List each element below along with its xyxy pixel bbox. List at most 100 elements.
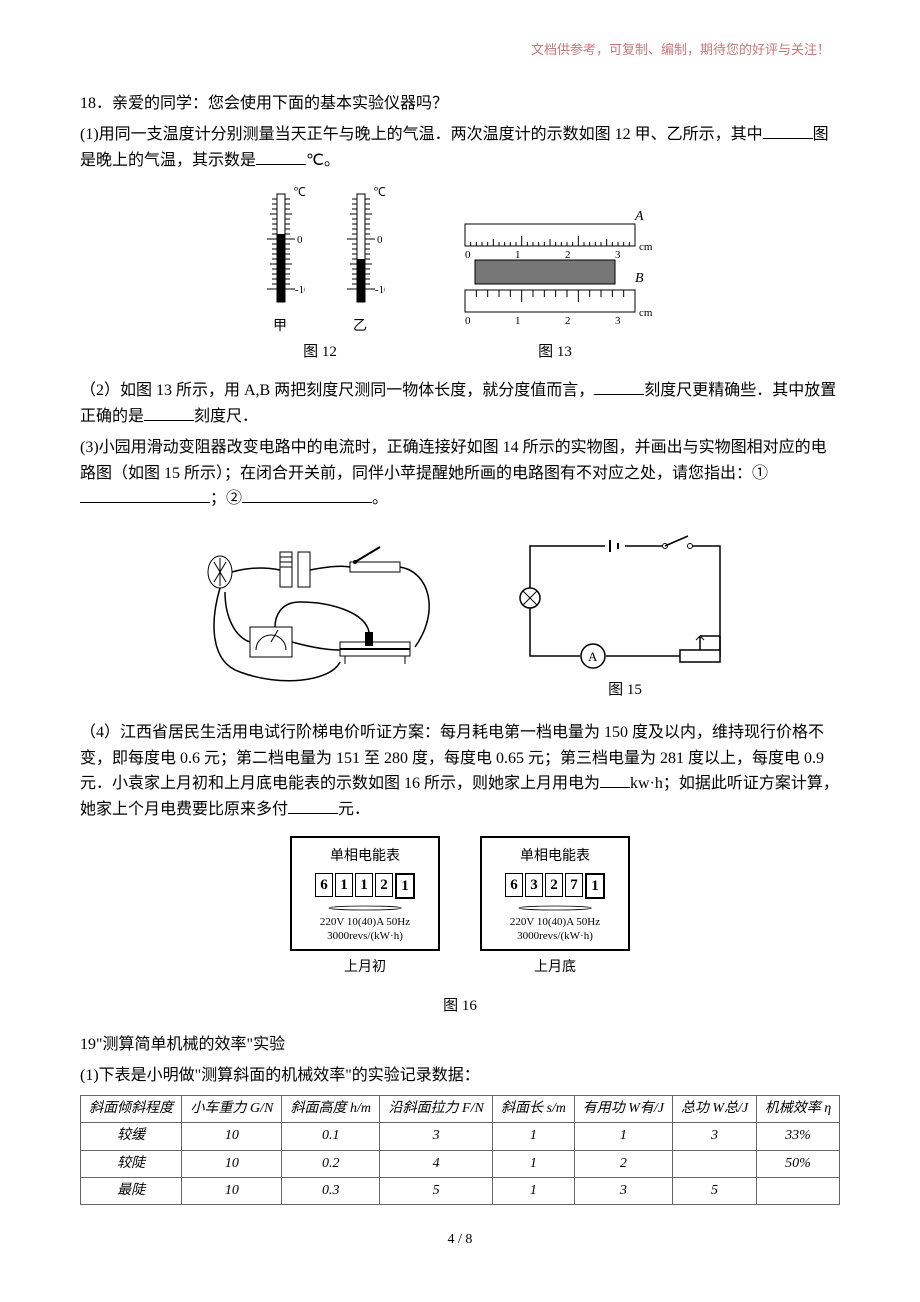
meter-digit: 3 [525,873,543,897]
table-cell: 5 [673,1178,757,1205]
tick-0: 0 [377,234,383,246]
table-header: 斜面高度 h/m [282,1095,380,1122]
blank [594,378,644,395]
table-cell: 3 [673,1123,757,1150]
table-cell: 50% [756,1150,839,1177]
q18-p1-a: (1)用同一支温度计分别测量当天正午与晚上的气温．两次温度计的示数如图 12 甲… [80,126,763,143]
svg-text:A: A [588,649,598,664]
q18-title: 18．亲爱的同学：您会使用下面的基本实验仪器吗？ [80,91,840,117]
header-note: 文档供参考，可复制、编制，期待您的好评与关注！ [80,40,840,61]
meter-digit: 2 [545,873,563,897]
figure-row-12-13: ℃ 0 -10 甲 [80,184,840,364]
meter-digit: 6 [505,873,523,897]
fig13-svg: A 0 1 2 3 cm B 0 1 2 3 cm [445,208,665,338]
tick-0: 0 [297,234,303,246]
blank [144,404,194,421]
meter-spec2: 3000revs/(kW·h) [327,929,403,943]
table-header: 有用功 W有/J [574,1095,672,1122]
q19-table: 斜面倾斜程度小车重力 G/N斜面高度 h/m沿斜面拉力 F/N斜面长 s/m有用… [80,1095,840,1206]
fig15-group: A 图 15 [510,526,740,702]
meter-title: 单相电能表 [330,846,400,868]
meter-spec2: 3000revs/(kW·h) [517,929,593,943]
table-cell [756,1178,839,1205]
table-cell: 较缓 [81,1123,182,1150]
meter-spec1: 220V 10(40)A 50Hz [320,915,410,929]
unit: cm [639,241,653,253]
table-cell: 2 [574,1150,672,1177]
jia-label: 甲 [273,316,287,338]
blank [288,797,338,814]
q18-p4: （4）江西省居民生活用电试行阶梯电价听证方案：每月耗电第一档电量为 150 度及… [80,720,840,822]
blank [763,122,813,139]
tick: 0 [465,249,471,261]
tick: 3 [615,315,621,327]
fig16-row: 单相电能表 61121 220V 10(40)A 50Hz 3000revs/(… [80,836,840,979]
q18-p4-c: 元． [338,801,370,818]
meter-digit: 1 [395,873,415,899]
table-cell: 0.3 [282,1178,380,1205]
meter-digit: 7 [565,873,583,897]
table-header: 总功 W总/J [673,1095,757,1122]
q18-p2-a: （2）如图 13 所示，用 A,B 两把刻度尺测同一物体长度，就分度值而言， [80,382,594,399]
tick: 2 [565,315,571,327]
blank [600,771,630,788]
q19-title: 19"测算简单机械的效率"实验 [80,1032,840,1058]
tick-m10: -10 [295,284,305,296]
meter-right-caption: 上月底 [534,957,576,979]
tick-m10: -10 [375,284,385,296]
fig14-physical-circuit [180,532,460,702]
fig15-schematic: A [510,526,740,676]
table-cell: 10 [182,1123,282,1150]
table-header: 沿斜面拉力 F/N [380,1095,493,1122]
unit-label: ℃ [373,185,385,199]
q18-p3-c: 。 [372,490,388,507]
meter-digit: 1 [355,873,373,897]
table-cell: 4 [380,1150,493,1177]
meter-digit: 6 [315,873,333,897]
thermo-yi-svg: ℃ 0 -10 [335,184,385,314]
blank [242,486,372,503]
meter-digit: 1 [585,873,605,899]
thermo-jia-svg: ℃ 0 -10 [255,184,305,314]
q18-p1: (1)用同一支温度计分别测量当天正午与晚上的气温．两次温度计的示数如图 12 甲… [80,122,840,173]
yi-label: 乙 [353,316,367,338]
q19-p1: (1)下表是小明做"测算斜面的机械效率"的实验记录数据： [80,1063,840,1089]
table-cell: 33% [756,1123,839,1150]
table-cell: 5 [380,1178,493,1205]
blank [256,148,306,165]
meter-title: 单相电能表 [520,846,590,868]
table-cell [673,1150,757,1177]
table-cell: 10 [182,1178,282,1205]
thermo-jia: ℃ 0 -10 甲 [255,184,305,338]
q18-p1-c: ℃。 [306,152,340,169]
table-cell: 3 [574,1178,672,1205]
meter-left: 单相电能表 61121 220V 10(40)A 50Hz 3000revs/(… [290,836,440,979]
table-cell: 1 [574,1123,672,1150]
ruler-a-label: A [634,209,644,224]
tick: 0 [465,315,471,327]
meter-digit: 2 [375,873,393,897]
meter-digit: 1 [335,873,353,897]
meter-left-caption: 上月初 [344,957,386,979]
table-row: 较缓100.1311333% [81,1123,840,1150]
table-header: 机械效率 η [756,1095,839,1122]
meter-spec1: 220V 10(40)A 50Hz [510,915,600,929]
table-cell: 较陡 [81,1150,182,1177]
table-header: 斜面长 s/m [493,1095,574,1122]
page-footer: 4 / 8 [80,1229,840,1251]
meter-right: 单相电能表 63271 220V 10(40)A 50Hz 3000revs/(… [480,836,630,979]
unit-label: ℃ [293,185,305,199]
table-cell: 10 [182,1150,282,1177]
table-cell: 1 [493,1150,574,1177]
table-row: 最陡100.35135 [81,1178,840,1205]
q18-p3-b: ；② [210,490,242,507]
q18-p2: （2）如图 13 所示，用 A,B 两把刻度尺测同一物体长度，就分度值而言，刻度… [80,378,840,429]
table-header: 小车重力 G/N [182,1095,282,1122]
fig13-group: A 0 1 2 3 cm B 0 1 2 3 cm 图 13 [445,208,665,364]
fig15-label: 图 15 [608,678,642,702]
table-cell: 1 [493,1178,574,1205]
table-header: 斜面倾斜程度 [81,1095,182,1122]
unit: cm [639,307,653,319]
table-cell: 3 [380,1123,493,1150]
tick: 1 [515,249,521,261]
